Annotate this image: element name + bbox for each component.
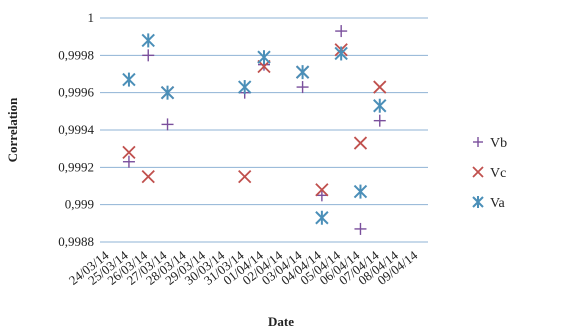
point-vb [373,114,386,127]
point-va [160,85,175,100]
legend-marker-vc [472,166,484,178]
legend-label: Vc [490,166,506,181]
point-va [237,80,252,95]
point-va [315,210,329,225]
y-tick-labels: 0,9988 0,999 0,9992 0,9994 0,9996 0,9998 1 [58,10,94,249]
point-vc [141,170,155,184]
y-axis-title: Correlation [5,97,20,163]
data-points [122,25,387,235]
point-va [141,33,155,48]
point-vc [353,136,368,150]
point-va [122,72,136,87]
point-vb [142,49,155,62]
point-va [373,98,387,113]
y-tick-label: 0,9992 [58,159,94,174]
y-tick-label: 1 [88,10,95,25]
x-axis-title: Date [268,314,294,329]
legend-marker-va [472,196,484,208]
point-vb [296,81,309,94]
point-vc [122,145,136,160]
legend-marker-vb [473,137,483,147]
legend-label: Vb [490,136,507,151]
point-vc [238,170,252,184]
legend-label: Va [490,196,506,211]
y-tick-label: 0,9994 [58,122,94,137]
point-va [257,50,271,65]
point-vc [373,80,387,94]
point-vb [315,189,328,202]
point-vb [122,155,135,168]
point-vb [354,222,367,235]
x-tick-labels: 24/03/1425/03/1426/03/1427/03/1428/03/14… [66,247,421,288]
point-va [295,65,310,80]
point-vb [161,118,174,131]
y-tick-label: 0,9996 [58,85,94,100]
y-tick-label: 0,9998 [58,47,94,62]
y-tick-label: 0,999 [65,197,94,212]
legend: Vb Vc Va [472,136,507,211]
point-va [334,46,348,61]
y-tick-label: 0,9988 [58,234,94,249]
point-vb [335,25,348,38]
point-va [353,184,368,199]
point-vc [315,183,329,197]
